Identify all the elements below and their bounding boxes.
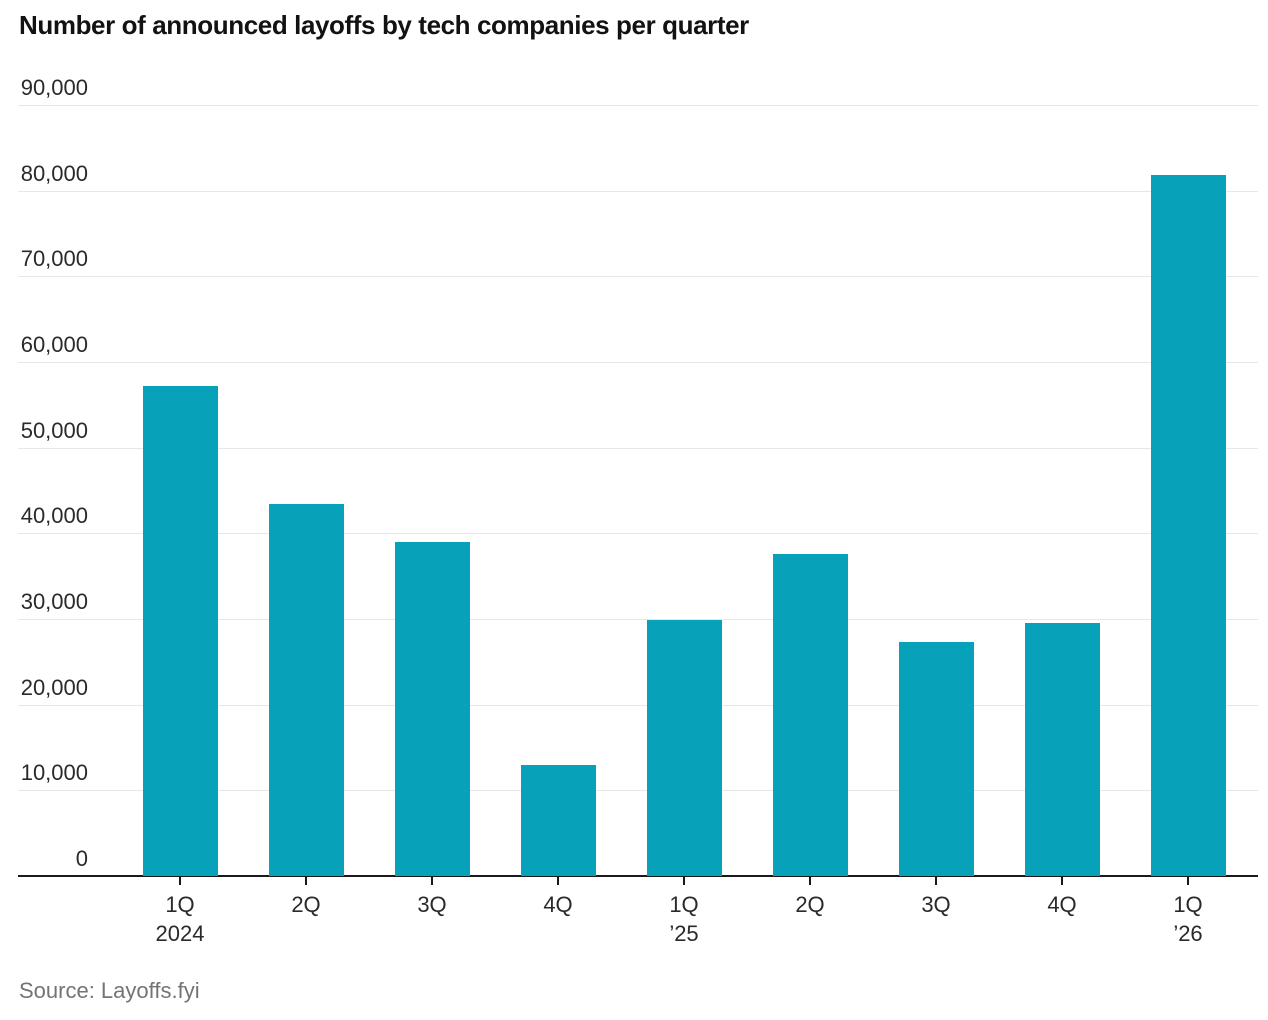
- x-axis-label: 4Q: [495, 893, 621, 917]
- x-axis-tick: [179, 877, 181, 885]
- x-axis-quarter-label: 3Q: [921, 892, 951, 917]
- gridline: [18, 533, 1258, 535]
- gridline: [18, 105, 1258, 106]
- x-axis-quarter-label: 2Q: [291, 892, 321, 917]
- gridline: [18, 447, 1258, 449]
- x-axis-quarter-label: 1Q: [669, 892, 699, 917]
- x-axis-label: 3Q: [369, 893, 495, 917]
- bar-2q: [772, 553, 848, 876]
- y-axis-tick-label: 70,000: [20, 246, 88, 272]
- x-axis-year-label: 2024: [155, 921, 205, 946]
- y-axis-tick-label: 20,000: [20, 674, 88, 700]
- y-axis-tick-label: 50,000: [20, 417, 88, 443]
- bar-1q-2024: [142, 385, 218, 876]
- x-axis-tick: [809, 877, 811, 885]
- x-axis-tick: [305, 877, 307, 885]
- bar-4q: [1024, 623, 1100, 876]
- y-axis-tick-label: 60,000: [20, 332, 88, 357]
- x-axis-tick: [1187, 877, 1189, 885]
- x-axis-year-label: ’25: [669, 921, 699, 946]
- bar-1q-26: [1150, 175, 1226, 876]
- y-axis-tick-label: 30,000: [20, 589, 88, 614]
- x-axis-quarter-label: 4Q: [543, 892, 573, 917]
- x-axis-tick: [557, 877, 559, 885]
- x-axis-label: 2Q: [747, 893, 873, 917]
- bar-3q: [898, 642, 974, 876]
- gridline: [18, 190, 1258, 192]
- x-axis-label: 4Q: [999, 893, 1125, 917]
- x-axis-tick: [935, 877, 937, 885]
- gridline: [18, 362, 1258, 363]
- x-axis-quarter-label: 4Q: [1047, 892, 1077, 917]
- x-axis-tick: [431, 877, 433, 885]
- y-axis-tick-label: 40,000: [20, 503, 88, 529]
- x-axis-label: 2Q: [243, 893, 369, 917]
- bar-4q: [520, 764, 596, 876]
- y-axis-tick-label: 0: [75, 846, 88, 871]
- x-axis-quarter-label: 1Q: [165, 892, 195, 917]
- bar-1q-25: [646, 619, 722, 876]
- x-axis-label: 1Q ’26: [1125, 893, 1251, 946]
- x-axis-baseline: [18, 875, 1258, 877]
- x-axis-year-label: ’26: [1173, 921, 1203, 946]
- y-axis-tick-label: 90,000: [20, 75, 88, 100]
- bar-3q: [394, 541, 470, 876]
- gridline: [18, 276, 1258, 278]
- x-axis-label: 1Q 2024: [117, 893, 243, 946]
- x-axis-quarter-label: 3Q: [417, 892, 447, 917]
- x-axis-quarter-label: 2Q: [795, 892, 825, 917]
- x-axis-tick: [683, 877, 685, 885]
- chart-title: Number of announced layoffs by tech comp…: [19, 10, 749, 40]
- bar-2q: [268, 504, 344, 876]
- x-axis-tick: [1061, 877, 1063, 885]
- x-axis-label: 1Q ’25: [621, 893, 747, 946]
- gridline: [18, 704, 1258, 706]
- x-axis-quarter-label: 1Q: [1173, 892, 1203, 917]
- x-axis-label: 3Q: [873, 893, 999, 917]
- y-axis-tick-label: 10,000: [20, 760, 88, 786]
- source-attribution: Source: Layoffs.fyi: [19, 978, 200, 1003]
- gridline: [18, 790, 1258, 792]
- gridline: [18, 619, 1258, 620]
- y-axis-tick-label: 80,000: [20, 160, 88, 186]
